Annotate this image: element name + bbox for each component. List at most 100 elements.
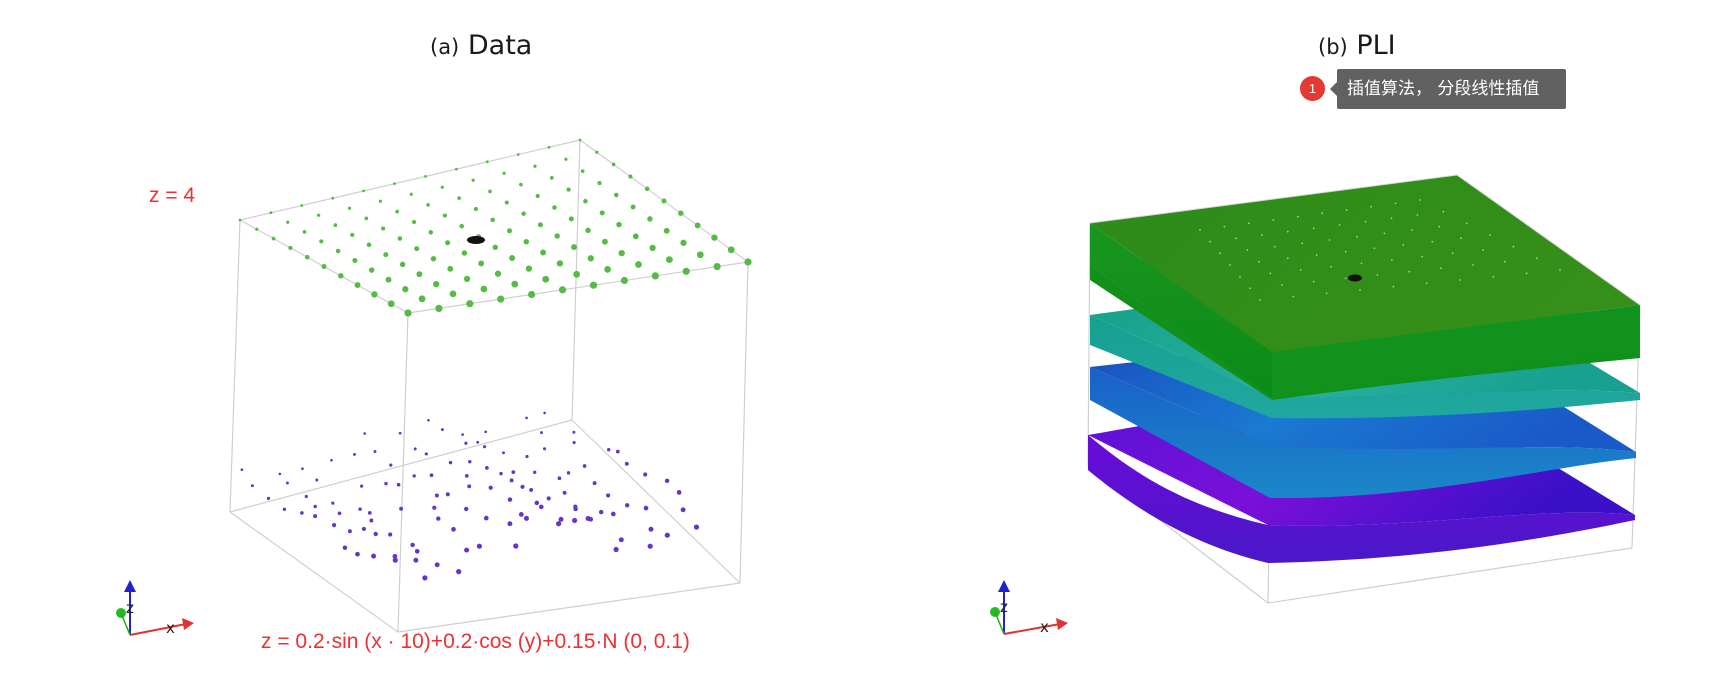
pli-panel: x z	[990, 174, 1641, 636]
data-point	[1359, 289, 1361, 291]
data-point	[624, 461, 629, 466]
top-surface-label: z = 4	[149, 184, 196, 207]
data-point	[398, 431, 402, 435]
data-point	[682, 267, 690, 275]
data-point	[412, 474, 416, 478]
data-point	[1330, 265, 1332, 268]
data-point	[711, 234, 718, 241]
data-point	[255, 227, 259, 231]
data-point	[1344, 277, 1347, 280]
data-point	[373, 450, 377, 453]
data-point	[413, 447, 417, 451]
data-point	[680, 507, 686, 513]
annotation-marker[interactable]: 1	[1300, 76, 1325, 101]
data-point	[1360, 262, 1363, 265]
data-point	[1525, 272, 1528, 275]
data-point	[440, 428, 444, 432]
data-point	[519, 182, 523, 187]
data-point	[518, 512, 524, 517]
data-point	[464, 474, 469, 478]
data-point	[1299, 269, 1302, 271]
data-point	[338, 273, 344, 279]
data-point	[547, 145, 551, 149]
data-point	[572, 517, 578, 523]
data-point	[476, 440, 480, 444]
data-point	[396, 482, 401, 487]
data-point	[632, 233, 639, 240]
data-point	[315, 478, 319, 482]
data-point	[516, 153, 520, 156]
data-point	[313, 514, 318, 519]
data-point	[540, 249, 547, 256]
data-point	[456, 568, 462, 575]
data-point	[1492, 275, 1495, 278]
data-point	[513, 543, 519, 549]
data-point	[528, 290, 536, 299]
layer-top-green	[1089, 174, 1641, 398]
data-point	[1261, 234, 1263, 236]
data-point	[616, 221, 622, 228]
data-point	[385, 276, 392, 283]
data-point	[428, 230, 434, 235]
data-point	[285, 481, 289, 485]
data-point	[525, 416, 528, 420]
panel-a-tag: (a)	[430, 35, 460, 59]
data-point	[566, 471, 571, 475]
data-point	[371, 553, 377, 559]
data-point	[1286, 257, 1289, 260]
data-point	[549, 176, 554, 180]
data-point	[523, 238, 530, 245]
data-point	[1292, 295, 1295, 298]
data-point	[1383, 232, 1386, 235]
data-point	[1438, 225, 1441, 228]
data-point	[1459, 279, 1461, 281]
data-point	[333, 223, 338, 227]
data-point	[463, 275, 471, 283]
data-point	[464, 506, 469, 512]
data-point	[397, 236, 403, 241]
panel-b-title: (b) PLI	[1318, 30, 1396, 61]
data-point	[556, 260, 564, 267]
data-point	[554, 233, 560, 239]
data-point	[1229, 264, 1231, 266]
data-point	[271, 236, 276, 241]
data-point	[542, 447, 547, 451]
data-point	[589, 281, 598, 289]
data-point	[1209, 240, 1211, 243]
data-point	[371, 291, 378, 298]
data-point	[1344, 250, 1347, 253]
data-point	[350, 232, 355, 237]
data-point	[1421, 255, 1424, 258]
data-point	[1312, 280, 1315, 283]
data-point	[269, 211, 273, 215]
data-point	[666, 256, 673, 263]
data-point	[1408, 270, 1411, 273]
data-point	[1249, 287, 1251, 290]
data-point	[582, 464, 587, 468]
data-point	[1512, 245, 1515, 248]
data-point	[680, 239, 687, 246]
data-point	[1296, 215, 1299, 218]
data-point	[615, 449, 620, 454]
data-point	[1391, 259, 1393, 261]
data-point	[319, 239, 324, 244]
data-point	[321, 264, 327, 269]
data-point	[362, 189, 365, 193]
data-point	[331, 501, 335, 505]
data-point	[461, 250, 468, 256]
data-point	[304, 494, 308, 499]
data-point	[1402, 244, 1405, 246]
data-point	[347, 206, 352, 210]
data-point	[647, 543, 653, 549]
data-point	[360, 484, 364, 488]
data-point	[427, 418, 430, 422]
data-point	[502, 171, 506, 175]
data-point	[332, 523, 337, 528]
x-axis-label-b: x	[1040, 618, 1049, 636]
data-point	[1338, 224, 1341, 226]
data-point	[1465, 222, 1468, 225]
data-point	[300, 204, 304, 207]
data-point	[573, 504, 578, 509]
data-point	[533, 470, 537, 474]
z-axis-label-b: z	[1000, 598, 1008, 616]
